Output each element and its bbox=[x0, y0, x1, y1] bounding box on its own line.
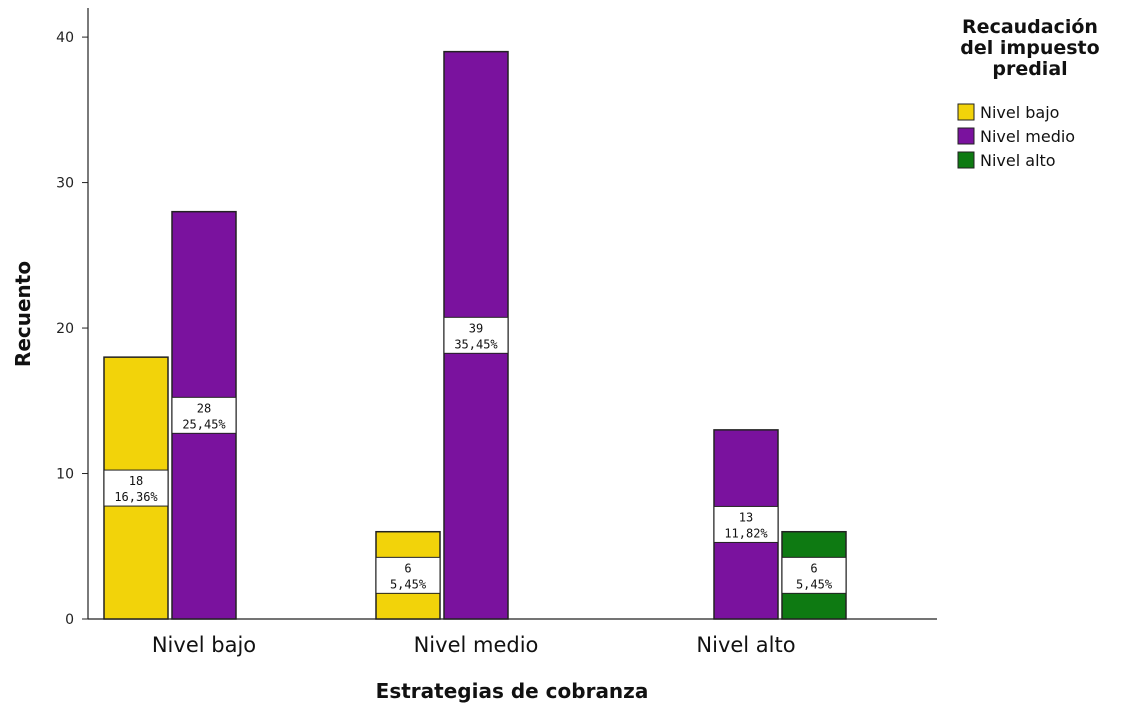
plot-area: 0 10 20 30 40 Recuento Estrategias de cobranza… bbox=[11, 8, 937, 703]
data-label-count: 39 bbox=[469, 321, 483, 335]
y-tick-label: 20 bbox=[56, 321, 74, 337]
data-label-percent: 11,82% bbox=[724, 526, 768, 540]
data-label-count: 6 bbox=[810, 561, 817, 575]
legend-label: Nivel medio bbox=[980, 127, 1075, 146]
y-tick-label: 0 bbox=[65, 612, 74, 628]
x-tick-label: Nivel alto bbox=[696, 633, 795, 657]
y-tick-label: 30 bbox=[56, 176, 74, 192]
x-axis-title: Estrategias de cobranza bbox=[376, 679, 649, 703]
data-label-percent: 25,45% bbox=[182, 417, 226, 431]
y-axis-title: Recuento bbox=[11, 261, 35, 367]
data-label-percent: 35,45% bbox=[454, 337, 498, 351]
data-label-count: 6 bbox=[404, 561, 411, 575]
data-label-count: 13 bbox=[739, 510, 753, 524]
legend-label: Nivel bajo bbox=[980, 103, 1059, 122]
y-tick-label: 40 bbox=[56, 30, 74, 46]
data-label-percent: 5,45% bbox=[390, 577, 427, 591]
legend-swatch bbox=[957, 103, 975, 121]
data-label-box bbox=[103, 469, 169, 507]
data-label-percent: 16,36% bbox=[114, 490, 158, 504]
data-label-box bbox=[375, 556, 441, 594]
x-tick-label: Nivel bajo bbox=[152, 633, 256, 657]
data-label-count: 18 bbox=[129, 474, 143, 488]
legend-swatch bbox=[957, 127, 975, 145]
x-tick-label: Nivel medio bbox=[414, 633, 539, 657]
legend-swatch bbox=[957, 151, 975, 169]
data-label-box bbox=[713, 505, 779, 543]
data-label-count: 28 bbox=[197, 401, 211, 415]
legend-title: predial bbox=[992, 58, 1067, 80]
data-label-box bbox=[781, 556, 847, 594]
legend-label: Nivel alto bbox=[980, 151, 1056, 170]
data-label-box bbox=[443, 316, 509, 354]
data-label-box bbox=[171, 396, 237, 434]
legend-title: Recaudación bbox=[962, 16, 1098, 38]
legend-title: del impuesto bbox=[960, 37, 1099, 59]
y-tick-label: 10 bbox=[56, 467, 74, 483]
data-label-percent: 5,45% bbox=[796, 577, 833, 591]
